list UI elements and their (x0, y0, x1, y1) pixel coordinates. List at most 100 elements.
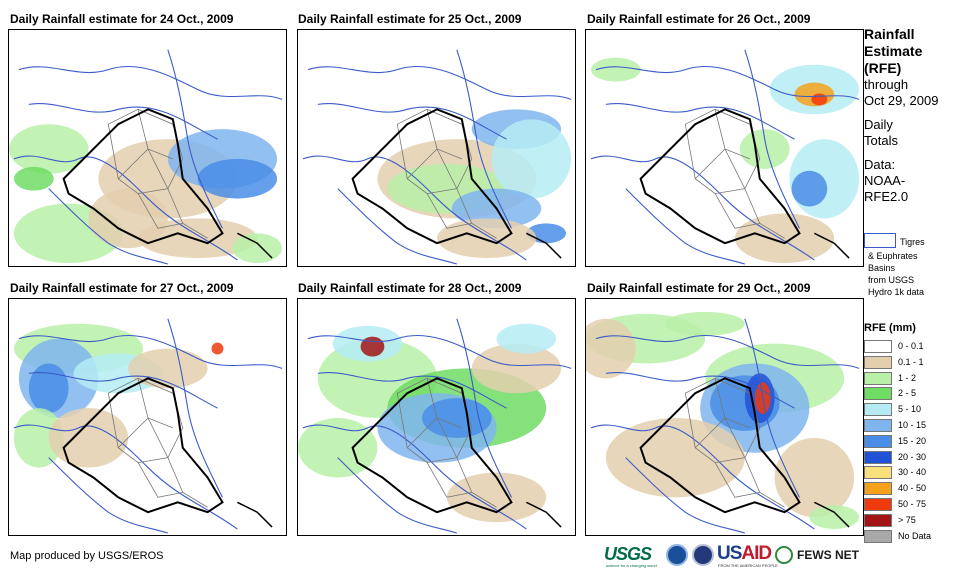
province-line (694, 417, 726, 449)
rfe-class-row: No Data (864, 529, 964, 544)
rfe-class-row: 15 - 20 (864, 434, 964, 449)
country-border (351, 377, 513, 514)
basin-line (595, 334, 860, 369)
rfe-class-label: 0.1 - 1 (898, 356, 924, 367)
country-border (639, 108, 801, 245)
basin-line (13, 424, 238, 530)
coastline (526, 232, 562, 259)
province-line (426, 193, 472, 229)
basin-boundaries (302, 49, 572, 265)
usgs-logo: USGS (604, 544, 652, 564)
rainfall-patch (665, 311, 745, 336)
province-boundaries (396, 377, 497, 508)
rfe-class-swatch (864, 355, 892, 369)
rfe-class-swatch (864, 498, 892, 511)
basin-boundaries (13, 318, 283, 534)
province-line (117, 417, 149, 449)
basin-line (18, 334, 283, 369)
basin-line (590, 155, 815, 261)
rainfall-patches (586, 311, 860, 530)
province-line (426, 462, 472, 498)
province-line (436, 417, 458, 458)
map-canvas (13, 318, 283, 534)
map-canvas (590, 49, 860, 265)
basin-line (744, 49, 800, 229)
basin-boundaries (590, 49, 860, 265)
rfe-class-swatch (864, 371, 892, 385)
rfe-class-label: 15 - 20 (898, 435, 927, 446)
basin-line (337, 457, 458, 534)
usaid-tagline: FROM THE AMERICAN PEOPLE (718, 563, 778, 568)
map-canvas (9, 49, 283, 265)
rfe-class-swatch (864, 403, 892, 417)
rainfall-patch (446, 472, 547, 523)
rfe-class-label: 0 - 0.1 (898, 341, 924, 351)
province-line (167, 457, 208, 508)
rainfall-patch (28, 363, 69, 414)
rfe-class-row: 30 - 40 (864, 465, 964, 480)
basin-line (167, 318, 223, 498)
coastline (814, 232, 850, 259)
panel-title-oct-24: Daily Rainfall estimate for 24 Oct., 200… (10, 12, 234, 26)
rainfall-patch (496, 323, 557, 354)
legend-title-estimate: Estimate (864, 43, 923, 59)
rfe-class-swatch (864, 434, 892, 448)
map-credit: Map produced by USGS/EROS (10, 550, 164, 562)
basin-line (28, 103, 218, 140)
coastline (814, 501, 850, 528)
legend-title-rfe: (RFE) (864, 60, 902, 76)
basin-line (625, 457, 746, 534)
rfe-class-label: 40 - 50 (898, 483, 927, 494)
panel-title-oct-25: Daily Rainfall estimate for 25 Oct., 200… (298, 12, 522, 26)
rainfall-patches (13, 323, 224, 468)
rfe-class-label: 30 - 40 (898, 467, 927, 478)
rfe-class-label: 1 - 2 (898, 372, 917, 383)
rainfall-patch (211, 342, 224, 355)
province-boundaries (107, 377, 208, 508)
basin-label-3: Basins (868, 263, 896, 273)
rfe-class-label: 50 - 75 (898, 499, 927, 509)
basin-line (744, 318, 800, 498)
basin-line (48, 457, 169, 534)
coastline (237, 501, 273, 528)
rainfall-patch (360, 336, 385, 357)
province-line (406, 148, 438, 180)
rainfall-map-oct-24 (8, 29, 287, 267)
rfe-class-label: > 75 (898, 514, 916, 525)
basin-line (625, 188, 746, 265)
rainfall-patches (298, 323, 562, 523)
rainfall-map-oct-27 (8, 298, 287, 536)
rfe-class-row: 2 - 5 (864, 386, 964, 401)
legend-data-source-2: RFE2.0 (864, 189, 909, 204)
rainfall-patch (13, 166, 54, 191)
panel-title-oct-29: Daily Rainfall estimate for 29 Oct., 200… (587, 281, 811, 295)
basin-boundary-swatch (864, 233, 896, 248)
rfe-class-row: 1 - 2 (864, 371, 964, 386)
basin-line (167, 49, 223, 229)
map-legend: Rainfall Estimate (RFE) through Oct 29, … (864, 26, 964, 543)
rfe-class-swatch (864, 466, 892, 480)
rainfall-patch (774, 437, 855, 518)
map-canvas (302, 49, 572, 265)
noaa-logo-icon (666, 544, 688, 566)
panel-title-oct-26: Daily Rainfall estimate for 26 Oct., 200… (587, 12, 811, 26)
rfe-class-row: 20 - 30 (864, 450, 964, 465)
rainfall-patch (232, 233, 283, 264)
province-line (137, 193, 183, 229)
legend-date: Oct 29, 2009 (864, 93, 939, 108)
rfe-class-row: > 75 (864, 513, 964, 528)
basin-line (605, 103, 795, 140)
fews-globe-icon (775, 546, 793, 564)
usaid-logo-aid: AID (741, 543, 772, 564)
legend-totals: Totals (864, 133, 898, 148)
rainfall-patch (138, 218, 258, 259)
province-line (714, 193, 760, 229)
basin-line (28, 372, 218, 409)
province-line (724, 417, 746, 458)
rfe-class-row: 50 - 75 (864, 497, 964, 512)
basin-line (13, 155, 238, 261)
rainfall-patch (13, 408, 64, 468)
legend-data-source-1: NOAA- (864, 173, 906, 188)
rainfall-patch (422, 398, 492, 438)
rfe-class-row: 40 - 50 (864, 481, 964, 496)
